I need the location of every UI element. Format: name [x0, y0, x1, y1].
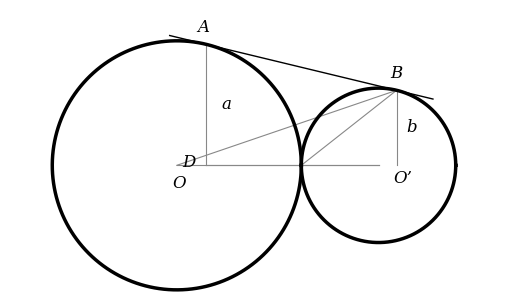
Text: D: D — [183, 154, 196, 171]
Text: B: B — [391, 65, 403, 82]
Text: A: A — [198, 18, 209, 35]
Text: O: O — [173, 175, 186, 192]
Text: O’: O’ — [394, 170, 412, 187]
Text: a: a — [221, 96, 231, 113]
Text: b: b — [406, 119, 417, 136]
